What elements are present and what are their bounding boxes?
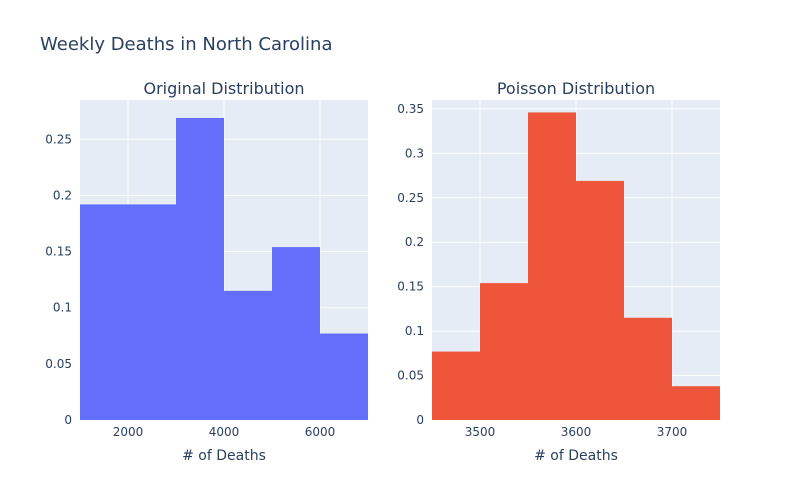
histogram-bar (528, 112, 576, 420)
histogram-bar (576, 180, 624, 420)
histogram-bar (624, 317, 672, 420)
histogram-bar (320, 333, 368, 420)
histogram-bar (432, 351, 480, 420)
x-tick-label: 6000 (305, 425, 336, 439)
y-tick-label: 0 (64, 413, 72, 427)
subplot-title-poisson: Poisson Distribution (497, 79, 655, 98)
x-tick-label: 3600 (561, 425, 592, 439)
x-tick-label: 4000 (209, 425, 240, 439)
y-tick-label: 0.15 (45, 245, 72, 259)
subplot-poisson: Poisson Distribution 0 0.05 0.1 0.15 0.2 0.25… (397, 79, 720, 464)
y-tick-label: 0.15 (397, 280, 424, 294)
x-ticks-poisson: 3500 3600 3700 (465, 425, 688, 439)
y-tick-label: 0.2 (405, 235, 424, 249)
y-tick-label: 0.2 (53, 188, 72, 202)
y-tick-label: 0.3 (405, 146, 424, 160)
y-tick-label: 0.35 (397, 102, 424, 116)
y-tick-label: 0.05 (45, 357, 72, 371)
figure-title: Weekly Deaths in North Carolina (40, 34, 332, 55)
histogram-bar (272, 247, 320, 420)
y-tick-label: 0.05 (397, 369, 424, 383)
x-axis-label-original: # of Deaths (182, 448, 266, 464)
y-tick-label: 0.1 (53, 301, 72, 315)
y-ticks-poisson: 0 0.05 0.1 0.15 0.2 0.25 0.3 0.35 (397, 102, 424, 427)
subplot-title-original: Original Distribution (143, 79, 304, 98)
histogram-bar (480, 283, 528, 420)
y-tick-label: 0 (416, 413, 424, 427)
histogram-bar (672, 386, 720, 420)
x-tick-label: 2000 (113, 425, 144, 439)
x-tick-label: 3500 (465, 425, 496, 439)
x-axis-label-poisson: # of Deaths (534, 448, 618, 464)
y-tick-label: 0.1 (405, 324, 424, 338)
histogram-bars-poisson (432, 112, 720, 420)
y-tick-label: 0.25 (397, 191, 424, 205)
y-ticks-original: 0 0.05 0.1 0.15 0.2 0.25 (45, 132, 72, 427)
y-tick-label: 0.25 (45, 132, 72, 146)
histogram-bar (80, 204, 176, 420)
x-ticks-original: 2000 4000 6000 (113, 425, 336, 439)
histogram-bar (176, 117, 224, 421)
histogram-bars-original (80, 117, 368, 421)
x-tick-label: 3700 (657, 425, 688, 439)
histogram-bar (224, 290, 272, 420)
subplot-original: Original Distribution 0 0.05 0.1 0.15 0.2 0.2… (45, 79, 368, 464)
